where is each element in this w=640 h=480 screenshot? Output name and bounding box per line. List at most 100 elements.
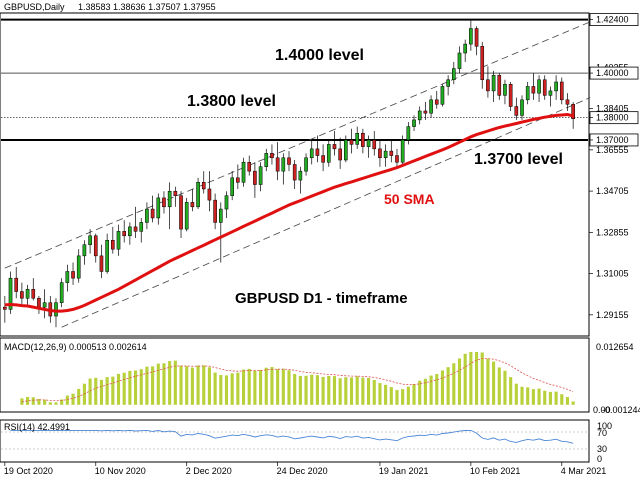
candle[interactable] <box>99 244 104 279</box>
candle[interactable] <box>321 144 325 172</box>
candle[interactable] <box>8 271 13 314</box>
candle[interactable] <box>71 262 75 285</box>
candle[interactable] <box>224 191 229 218</box>
candle[interactable] <box>167 182 172 230</box>
candle[interactable] <box>429 95 433 118</box>
candle[interactable] <box>434 90 439 109</box>
candle[interactable] <box>497 73 502 100</box>
candle[interactable] <box>554 75 558 100</box>
candle[interactable] <box>423 102 428 120</box>
candle[interactable] <box>184 197 189 232</box>
candle[interactable] <box>145 202 149 230</box>
candle[interactable] <box>213 193 217 230</box>
candle[interactable] <box>412 115 416 132</box>
candle[interactable] <box>264 148 269 172</box>
candle[interactable] <box>105 233 109 274</box>
candle[interactable] <box>395 148 399 169</box>
candle[interactable] <box>383 144 388 167</box>
candle[interactable] <box>326 139 331 167</box>
candle[interactable] <box>491 70 496 103</box>
candle[interactable] <box>31 278 36 301</box>
candle[interactable] <box>292 160 297 189</box>
candle[interactable] <box>42 289 47 319</box>
candle[interactable] <box>139 217 144 243</box>
candle[interactable] <box>20 282 24 305</box>
candle[interactable] <box>275 142 280 181</box>
candle[interactable] <box>508 81 513 111</box>
candle[interactable] <box>480 41 485 89</box>
candle[interactable] <box>116 224 121 256</box>
candles-layer[interactable] <box>3 19 575 328</box>
candle[interactable] <box>201 171 206 194</box>
candle[interactable] <box>503 79 507 105</box>
candle[interactable] <box>474 26 479 56</box>
candle[interactable] <box>338 137 342 169</box>
candle[interactable] <box>548 86 553 107</box>
candle[interactable] <box>218 202 223 263</box>
candle[interactable] <box>406 122 411 145</box>
candle[interactable] <box>559 77 564 105</box>
candle[interactable] <box>486 66 490 98</box>
candle[interactable] <box>451 61 456 85</box>
candle[interactable] <box>463 39 467 62</box>
candle[interactable] <box>281 153 286 185</box>
candle[interactable] <box>59 278 64 308</box>
candle[interactable] <box>531 73 536 100</box>
candle[interactable] <box>298 166 303 194</box>
candle[interactable] <box>207 171 212 212</box>
candle[interactable] <box>14 267 19 299</box>
candle[interactable] <box>537 75 541 103</box>
candle[interactable] <box>417 106 422 125</box>
candle[interactable] <box>162 191 166 214</box>
candle[interactable] <box>565 93 570 111</box>
candle[interactable] <box>54 298 58 328</box>
candle[interactable] <box>304 153 308 176</box>
candle[interactable] <box>247 155 252 176</box>
candle[interactable] <box>150 195 155 223</box>
candle[interactable] <box>525 81 530 105</box>
candle[interactable] <box>344 135 348 163</box>
candle[interactable] <box>236 164 240 189</box>
candle[interactable] <box>230 171 234 201</box>
candle[interactable] <box>355 126 360 149</box>
candle[interactable] <box>179 191 183 239</box>
candle[interactable] <box>190 188 195 212</box>
candle[interactable] <box>372 131 377 156</box>
candle[interactable] <box>253 162 257 198</box>
candle[interactable] <box>542 75 547 100</box>
candle[interactable] <box>128 222 132 245</box>
candle[interactable] <box>361 128 365 154</box>
rsi-panel[interactable] <box>0 419 590 463</box>
candle[interactable] <box>258 162 263 192</box>
candle[interactable] <box>440 84 445 107</box>
candle[interactable] <box>514 97 519 120</box>
candle[interactable] <box>349 128 354 154</box>
candle[interactable] <box>88 229 92 254</box>
candle[interactable] <box>309 139 314 165</box>
candle[interactable] <box>65 264 70 292</box>
candle[interactable] <box>446 75 450 96</box>
candle[interactable] <box>287 151 291 172</box>
candle[interactable] <box>111 226 115 254</box>
candle[interactable] <box>315 135 320 163</box>
candle[interactable] <box>469 19 473 51</box>
candle[interactable] <box>93 233 98 263</box>
candle[interactable] <box>25 284 30 308</box>
candle[interactable] <box>378 139 382 167</box>
candle[interactable] <box>241 157 246 187</box>
candle[interactable] <box>3 295 7 323</box>
candle[interactable] <box>400 135 405 165</box>
candle[interactable] <box>196 177 200 210</box>
candle[interactable] <box>133 206 138 239</box>
candle[interactable] <box>76 249 81 283</box>
candle[interactable] <box>457 46 462 74</box>
candle[interactable] <box>332 131 337 156</box>
candle[interactable] <box>270 144 274 165</box>
candle[interactable] <box>173 186 178 207</box>
candle[interactable] <box>156 193 161 225</box>
candle[interactable] <box>82 240 87 265</box>
candle[interactable] <box>366 135 371 158</box>
candle[interactable] <box>520 95 524 120</box>
candle[interactable] <box>122 220 127 243</box>
